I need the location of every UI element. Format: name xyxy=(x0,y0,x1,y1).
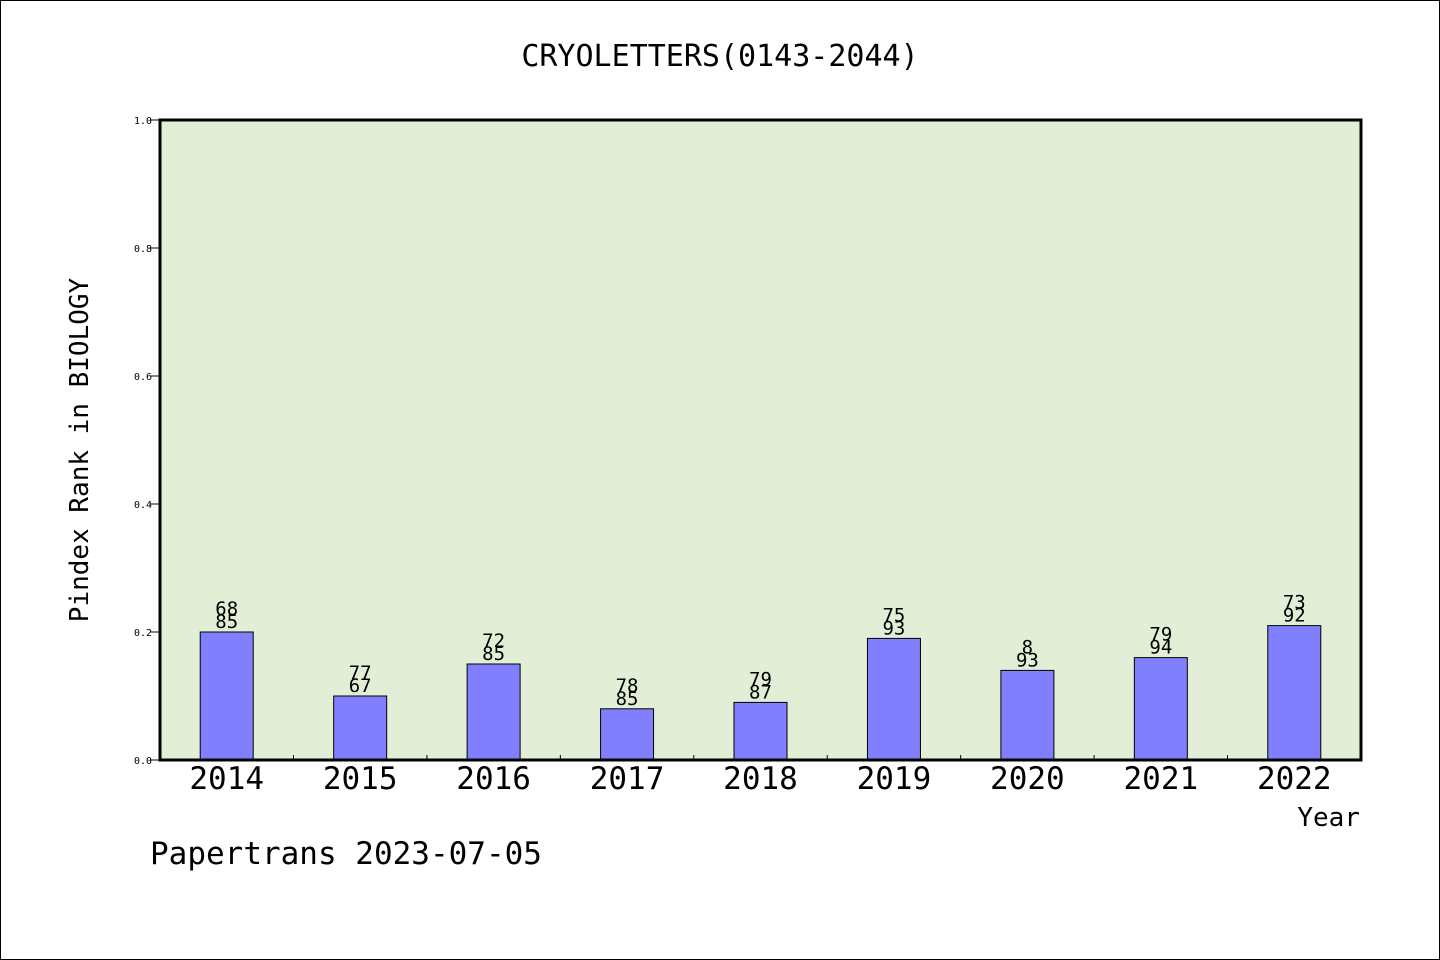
y-tick-label: 1.0 xyxy=(134,116,152,127)
x-tick-label: 2017 xyxy=(590,761,665,797)
chart-title: CRYOLETTERS(0143-2044) xyxy=(521,39,918,74)
y-tick-label: 0.4 xyxy=(134,500,152,511)
x-tick-label: 2021 xyxy=(1124,761,1199,797)
bar xyxy=(1133,657,1188,761)
bar-label-bottom: 85 xyxy=(215,611,238,633)
bar-label-bottom: 92 xyxy=(1283,605,1306,627)
y-tick-label: 0.8 xyxy=(134,244,152,255)
plot-border xyxy=(158,118,1363,762)
bar-label-top: 75 xyxy=(882,604,905,626)
bar xyxy=(1267,625,1322,761)
bar-label-top: 73 xyxy=(1283,592,1306,614)
bar-label-top: 77 xyxy=(349,662,372,684)
bar-label-bottom: 94 xyxy=(1149,637,1172,659)
x-tick-label: 2014 xyxy=(189,761,264,797)
x-tick-label: 2016 xyxy=(456,761,531,797)
bar-label-top: 8 xyxy=(1022,636,1033,658)
x-tick-label: 2020 xyxy=(990,761,1065,797)
plot-area xyxy=(160,120,1361,760)
x-axis: 2014 2015 2016 2017 2018 2019 2020 2021 2022 xyxy=(189,755,1332,797)
x-tick-label: 2018 xyxy=(723,761,798,797)
bar-label-top: 79 xyxy=(749,668,772,690)
y-tick-label: 0.6 xyxy=(134,372,152,383)
bar xyxy=(1000,669,1055,761)
bar xyxy=(333,695,388,761)
bar-label-bottom: 67 xyxy=(349,675,372,697)
y-tick-label: 0.0 xyxy=(134,756,152,767)
footer-credit: Papertrans 2023-07-05 xyxy=(150,836,542,872)
bar-label-top: 78 xyxy=(616,675,639,697)
y-axis: 0.0 0.2 0.4 0.6 0.8 1.0 xyxy=(134,116,160,767)
bar xyxy=(199,631,254,761)
x-tick-label: 2015 xyxy=(323,761,398,797)
bar-label-bottom: 85 xyxy=(616,688,639,710)
bar-label-bottom: 93 xyxy=(1016,649,1039,671)
bar-label-top: 72 xyxy=(482,630,505,652)
bar-label-top: 68 xyxy=(215,598,238,620)
x-axis-label: Year xyxy=(1297,803,1360,833)
bar-label-bottom: 87 xyxy=(749,681,772,703)
bar xyxy=(866,637,921,761)
bar xyxy=(466,663,521,761)
y-tick-label: 0.2 xyxy=(134,628,152,639)
y-axis-label: Pindex Rank in BIOLOGY xyxy=(65,277,95,622)
bar-label-bottom: 85 xyxy=(482,643,505,665)
x-tick-label: 2019 xyxy=(857,761,932,797)
bar xyxy=(600,708,655,761)
bar-label-top: 79 xyxy=(1149,624,1172,646)
bar xyxy=(733,701,788,761)
bar-label-bottom: 93 xyxy=(882,617,905,639)
x-tick-label: 2022 xyxy=(1257,761,1332,797)
